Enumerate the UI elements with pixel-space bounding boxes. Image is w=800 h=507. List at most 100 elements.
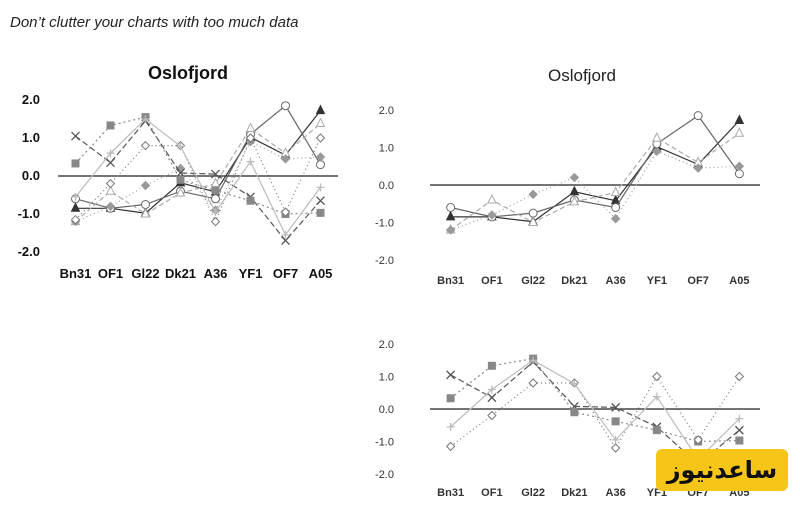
series-H-point [141,115,150,123]
x-tick-label: A36 [606,275,626,287]
series-G-point [210,216,221,227]
series-B-line [450,114,740,218]
series-H-point [281,230,290,239]
y-tick-label: -2.0 [375,255,394,267]
series-A-point [734,114,745,124]
x-tick-label: YF1 [647,275,667,287]
series-H-point [735,414,744,423]
series-F-point [246,196,255,205]
series-A-line [450,120,740,223]
series-H-point [176,142,185,151]
series-H-point [71,192,80,201]
series-H-point [316,183,325,192]
series-D-point [528,189,538,200]
series-F-point [487,361,496,370]
x-tick-label: OF7 [687,275,708,287]
series-H-point [611,435,620,444]
series-B-point [528,208,538,218]
series-H-point [211,208,220,217]
x-tick-label: Dk21 [561,275,587,287]
series-A-point [445,210,456,221]
series-D-point [569,172,580,183]
series-G-point [693,435,703,445]
y-tick-label: -1.0 [375,218,394,230]
series-F-point [106,121,115,130]
series-D-point [445,225,456,235]
series-G-point [610,443,621,453]
y-tick-label: 1.0 [379,143,394,155]
series-H-line [450,359,740,461]
series-F-point [211,186,220,195]
series-D-point [105,201,116,212]
series-F [71,113,325,218]
series-E-line [75,119,321,242]
series-C-point [175,186,186,197]
series-B-point [281,101,290,111]
series-C-point [569,195,580,206]
series-C-point [528,216,538,226]
series-E-point [487,393,497,403]
series-G-point [70,214,81,225]
series-H-point [446,422,455,431]
series-G-point [734,371,745,382]
series-G-point [280,207,291,217]
chart-left: Oslofjord 2.0 1.0 0.0 -1.0 -2.0 Bn31 OF1 Gl22 Dk2… [18,63,338,281]
series-E-point [71,131,80,141]
series-B-point [693,111,703,121]
x-tick-label: Gl22 [521,487,545,499]
series-D [445,146,745,235]
series-F-point [71,159,80,168]
series-H-line [75,118,321,237]
series-F [446,354,744,446]
series-E-point [176,168,185,178]
chart-top-right: Oslofjord 2.0 1.0 0.0 -1.0 -2.0 Bn31 OF1 Gl22 Dk2… [375,66,760,287]
series-B-point [446,203,456,212]
series-D-point [140,180,151,191]
series-G-point [528,378,538,388]
series-A-point [70,202,81,212]
series-C-point [245,122,256,132]
series-H-point [529,356,538,365]
x-tick-label: OF1 [481,275,502,287]
series-H-point [106,149,115,158]
y-tick-label: 2.0 [22,92,40,107]
series-H-point [652,392,661,401]
x-tick-label: A05 [309,266,333,281]
series-B-line [75,104,322,209]
series-H-point [246,157,255,166]
series-C-point [610,186,621,196]
series-G-point [487,410,497,421]
series-B-point [141,200,150,209]
x-tick-label: A36 [204,266,228,281]
series-G-point [105,178,116,189]
series-A-point [569,185,580,196]
series-H [71,115,325,239]
series-C-point [140,207,151,218]
x-tick-label: Gl22 [521,275,545,287]
series-G-point [140,140,151,151]
y-tick-label: -2.0 [18,244,40,259]
x-tick-label: Bn31 [437,275,464,287]
series-E-point [611,402,621,412]
series-C-line [450,132,740,231]
series-G [70,133,326,227]
series-D-point [315,152,326,162]
series-E-point [316,196,325,206]
series-C-line [75,123,321,223]
x-tick-label: Bn31 [60,266,92,281]
y-tick-label: -1.0 [375,437,394,449]
chart-title: Oslofjord [148,63,228,83]
series-C-point [652,132,662,142]
series-E-point [446,370,456,380]
series-D-point [610,214,621,224]
chart-title: Oslofjord [548,66,616,85]
series-B-point [211,194,220,204]
series-F-line [75,116,321,215]
x-tick-label: Dk21 [561,487,587,499]
x-tick-label: Dk21 [165,266,196,281]
series-G [445,371,745,453]
y-tick-label: 2.0 [379,339,394,351]
series-D-line [75,141,321,223]
x-tick-label: A36 [606,487,626,499]
